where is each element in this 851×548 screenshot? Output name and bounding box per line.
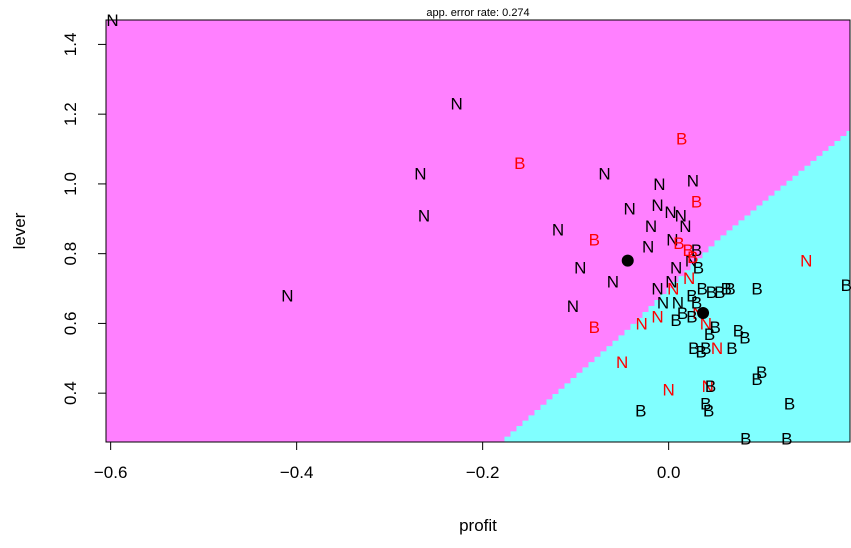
point-N-correct: N	[642, 238, 654, 257]
point-B-misclassified: B	[687, 248, 698, 267]
point-N-correct: N	[664, 203, 676, 222]
point-B-correct: B	[756, 363, 767, 382]
point-B-correct: B	[696, 342, 707, 361]
point-N-correct: N	[651, 280, 663, 299]
point-B-correct: B	[688, 339, 699, 358]
x-axis: −0.6 −0.4 −0.2 0.0	[94, 441, 681, 482]
point-N-correct: N	[679, 217, 691, 236]
point-B-correct: B	[693, 259, 704, 278]
point-B-misclassified: B	[589, 318, 600, 337]
point-B-correct: B	[700, 339, 711, 358]
point-N-correct: N	[607, 273, 619, 292]
point-B-correct: B	[700, 395, 711, 414]
point-B-correct: B	[714, 283, 725, 302]
point-B-correct: B	[703, 402, 714, 421]
x-tick-label: −0.2	[466, 463, 500, 482]
point-B-correct: B	[751, 370, 762, 389]
point-B-correct: B	[781, 430, 792, 449]
point-N-correct: N	[552, 220, 564, 239]
point-B-correct: B	[724, 280, 735, 299]
point-B-correct: B	[726, 339, 737, 358]
point-B-correct: B	[704, 325, 715, 344]
classification-regions	[106, 20, 850, 442]
point-B-correct: B	[677, 304, 688, 323]
point-B-correct: B	[691, 293, 702, 312]
point-N-correct: N	[670, 259, 682, 278]
y-tick-label: 0.4	[61, 381, 80, 405]
point-B-correct: B	[740, 430, 751, 449]
chart-title: app. error rate: 0.274	[426, 7, 529, 19]
data-points: NNNNNNNNNNNNNNNNNNNNNNNNNNNNNNNNNNNNNBBB…	[106, 11, 851, 449]
point-B-correct: B	[696, 280, 707, 299]
point-N-correct: N	[567, 297, 579, 316]
point-B-misclassified: B	[691, 192, 702, 211]
point-B-correct: B	[706, 283, 717, 302]
point-B-misclassified: B	[514, 154, 525, 173]
y-axis: 0.4 0.6 0.8 1.0 1.2 1.4	[61, 33, 107, 405]
point-B-correct: B	[751, 280, 762, 299]
point-N-correct: N	[651, 196, 663, 215]
point-N-correct: N	[645, 217, 657, 236]
point-N-correct: N	[281, 287, 293, 306]
point-N-correct: N	[450, 95, 462, 114]
point-N-misclassified: N	[800, 252, 812, 271]
point-N-correct: N	[672, 293, 684, 312]
point-N-misclassified: N	[616, 353, 628, 372]
point-B-misclassified: B	[683, 241, 694, 260]
point-N-misclassified: N	[667, 280, 679, 299]
point-N-misclassified: N	[651, 307, 663, 326]
centroid-marker	[621, 254, 634, 267]
point-N-correct: N	[653, 175, 665, 194]
region-B	[498, 131, 850, 442]
point-N-correct: N	[685, 252, 697, 271]
point-B-misclassified: B	[589, 231, 600, 250]
y-tick-label: 1.0	[61, 172, 80, 196]
point-B-correct: B	[686, 287, 697, 306]
point-N-correct: N	[665, 273, 677, 292]
x-tick-label: 0.0	[657, 463, 681, 482]
point-B-correct: B	[709, 318, 720, 337]
x-tick-label: −0.4	[280, 463, 314, 482]
point-N-correct: N	[675, 206, 687, 225]
y-tick-label: 0.6	[61, 312, 80, 336]
point-B-misclassified: B	[673, 234, 684, 253]
x-tick-label: −0.6	[94, 463, 128, 482]
point-N-correct: N	[598, 164, 610, 183]
point-B-correct: B	[635, 402, 646, 421]
point-N-misclassified: N	[663, 381, 675, 400]
y-tick-label: 1.2	[61, 102, 80, 126]
class-centroids	[621, 254, 710, 319]
point-B-correct: B	[705, 377, 716, 396]
point-B-correct: B	[784, 395, 795, 414]
point-N-correct: N	[657, 293, 669, 312]
point-N-misclassified: N	[700, 314, 712, 333]
y-axis-title: lever	[10, 212, 29, 249]
point-B-correct: B	[670, 311, 681, 330]
point-N-correct: N	[574, 259, 586, 278]
point-N-misclassified: N	[702, 377, 714, 396]
point-B-correct: B	[739, 328, 750, 347]
point-N-correct: N	[414, 164, 426, 183]
point-B-misclassified: B	[676, 130, 687, 149]
point-N-correct: N	[623, 199, 635, 218]
point-B-correct: B	[686, 307, 697, 326]
centroid-marker	[697, 306, 710, 319]
point-N-correct: N	[666, 231, 678, 250]
y-tick-label: 1.4	[61, 33, 80, 57]
point-N-misclassified: N	[683, 269, 695, 288]
point-B-correct: B	[733, 321, 744, 340]
x-axis-title: profit	[459, 516, 497, 535]
point-N-correct: N	[687, 171, 699, 190]
point-B-correct: B	[691, 241, 702, 260]
point-B-correct: B	[841, 276, 851, 295]
point-N-misclassified: N	[711, 339, 723, 358]
point-N-correct: N	[418, 206, 430, 225]
point-B-correct: B	[721, 280, 732, 299]
y-tick-label: 0.8	[61, 242, 80, 266]
point-N-misclassified: N	[636, 314, 648, 333]
